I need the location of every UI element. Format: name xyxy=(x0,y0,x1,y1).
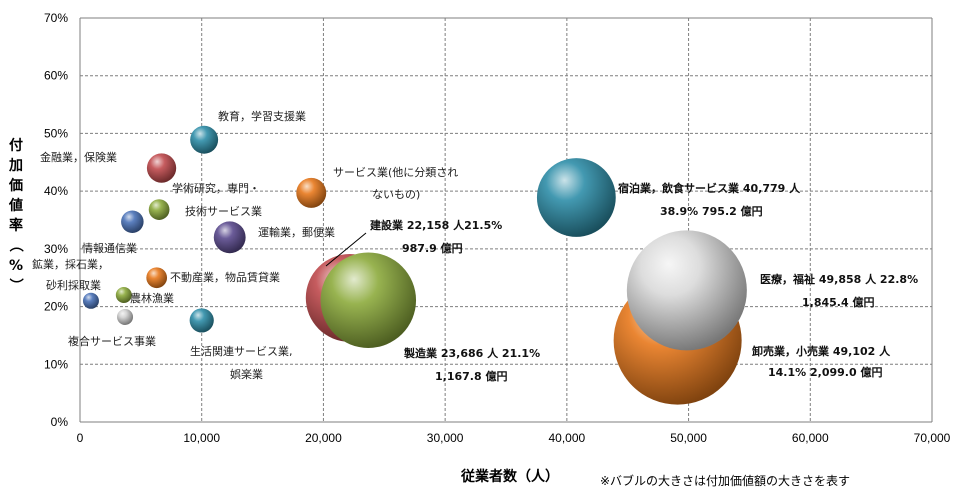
y-axis-label-char: 付 xyxy=(9,137,23,154)
bubble-layer xyxy=(82,125,747,405)
bubble-label: ないもの) xyxy=(372,188,420,201)
bubble-label: 38.9% 795.2 億円 xyxy=(660,204,763,218)
x-tick-label: 70,000 xyxy=(914,431,951,445)
x-tick-label: 20,000 xyxy=(305,431,342,445)
gridlines xyxy=(79,17,933,423)
bubble-label: 宿泊業，飲食サービス業 40,779 人 xyxy=(618,181,801,195)
y-tick-label: 0% xyxy=(51,415,69,429)
bubble-label: 鉱業，採石業， xyxy=(32,257,109,271)
bubble-size-note: ※バブルの大きさは付加価値額の大きさを表す xyxy=(600,473,850,488)
bubble-label: 1,845.4 億円 xyxy=(802,295,874,309)
bubble-10 xyxy=(296,177,327,208)
y-tick-label: 70% xyxy=(44,11,68,25)
bubble-label: 卸売業，小売業 49,102 人 xyxy=(752,344,891,358)
bubble-label: 医療，福祉 49,858 人 22.8% xyxy=(760,272,918,286)
x-tick-label: 30,000 xyxy=(427,431,464,445)
bubble-7 xyxy=(190,125,219,154)
y-axis-label-char: % xyxy=(9,258,23,274)
bubble-1 xyxy=(117,308,134,325)
bubble-label: 建設業 22,158 人21.5% xyxy=(370,218,502,232)
bubble-label: 技術サービス業 xyxy=(185,205,262,218)
y-tick-label: 40% xyxy=(44,184,68,198)
y-axis-label-char: 加 xyxy=(8,158,23,174)
y-tick-label: 50% xyxy=(44,126,68,140)
bubble-label: 1,167.8 億円 xyxy=(435,369,507,383)
bubble-label: 学術研究，専門・ xyxy=(172,181,260,195)
bubble-0 xyxy=(82,292,99,309)
bubble-9 xyxy=(213,221,246,254)
bubble-label: 金融業，保険業 xyxy=(40,150,117,164)
x-tick-label: 10,000 xyxy=(183,431,220,445)
leader-line xyxy=(325,232,367,267)
bubble-6 xyxy=(146,267,168,289)
bubble-4 xyxy=(146,153,177,183)
bubble-label: サービス業(他に分類され xyxy=(333,166,458,179)
y-axis-label-char: 値 xyxy=(8,197,23,214)
y-axis-label-char: 価 xyxy=(8,177,23,194)
bubble-3 xyxy=(121,210,144,233)
bubble-label: 運輸業，郵便業 xyxy=(258,225,335,239)
axis-ticks: 0 10,000 20,000 30,000 40,000 50,000 60,000 70,… xyxy=(44,11,951,445)
bubble-12 xyxy=(320,252,417,348)
x-tick-label: 40,000 xyxy=(549,431,586,445)
y-axis-label-char: ） xyxy=(7,278,23,292)
y-tick-label: 30% xyxy=(44,242,68,256)
bubble-label: 不動産業，物品賃貸業 xyxy=(170,270,280,284)
y-axis-label-char: （ xyxy=(7,238,23,252)
x-axis-label: 従業者数（人） xyxy=(460,468,559,485)
y-tick-label: 20% xyxy=(44,300,68,314)
bubble-label: 生活関連サービス業, xyxy=(190,344,293,358)
bubble-2 xyxy=(115,287,132,304)
bubble-label: 14.1% 2,099.0 億円 xyxy=(768,365,882,379)
bubble-label: 教育，学習支援業 xyxy=(218,109,306,123)
bubble-8 xyxy=(189,308,214,333)
bubble-label: 農林漁業 xyxy=(130,291,174,305)
bubble-label: 娯楽業 xyxy=(230,367,263,381)
bubble-13 xyxy=(536,158,616,237)
bubble-label: 987.9 億円 xyxy=(402,241,463,255)
bubble-15 xyxy=(626,230,747,351)
y-tick-label: 10% xyxy=(44,357,68,371)
bubble-label: 砂利採取業 xyxy=(46,278,101,292)
x-tick-label: 50,000 xyxy=(670,431,707,445)
y-axis-label-char: 率 xyxy=(9,217,23,234)
bubble-label: 情報通信業 xyxy=(82,242,137,255)
y-tick-label: 60% xyxy=(44,69,68,83)
x-tick-label: 60,000 xyxy=(792,431,829,445)
bubble-5 xyxy=(148,199,170,220)
bubble-label: 複合サービス事業 xyxy=(68,334,156,348)
x-tick-label: 0 xyxy=(77,431,84,445)
bubble-label: 製造業 23,686 人 21.1% xyxy=(403,346,540,360)
